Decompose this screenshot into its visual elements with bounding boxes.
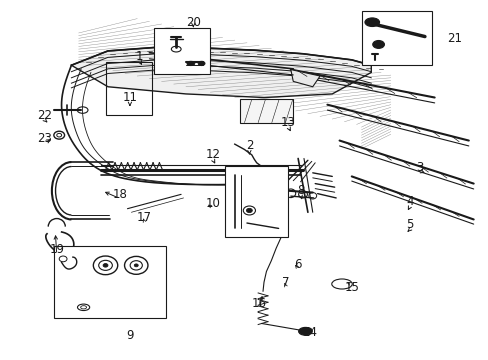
Text: 19: 19 <box>49 243 64 256</box>
Polygon shape <box>71 47 370 98</box>
Text: 7: 7 <box>282 276 289 289</box>
Text: 17: 17 <box>137 211 152 224</box>
Ellipse shape <box>364 18 379 27</box>
Text: 2: 2 <box>245 139 253 152</box>
Ellipse shape <box>367 20 375 24</box>
Text: 10: 10 <box>205 197 220 210</box>
Ellipse shape <box>186 61 194 66</box>
Text: 16: 16 <box>251 297 266 310</box>
Bar <box>105 62 152 116</box>
Ellipse shape <box>103 264 108 267</box>
Text: 11: 11 <box>122 91 137 104</box>
Polygon shape <box>290 69 320 87</box>
Ellipse shape <box>298 327 312 335</box>
Text: 6: 6 <box>294 258 301 271</box>
Bar <box>361 12 431 65</box>
Text: 15: 15 <box>344 281 359 294</box>
Ellipse shape <box>375 42 381 46</box>
Bar <box>154 28 210 74</box>
Text: 23: 23 <box>37 132 52 145</box>
Text: 3: 3 <box>415 161 423 174</box>
Bar <box>239 99 293 123</box>
Text: 12: 12 <box>205 148 220 161</box>
Text: 5: 5 <box>406 218 413 231</box>
Text: 22: 22 <box>37 109 52 122</box>
Text: 20: 20 <box>185 16 201 29</box>
Ellipse shape <box>246 208 252 213</box>
Text: 1: 1 <box>136 50 143 63</box>
Ellipse shape <box>134 264 138 267</box>
Bar <box>54 246 166 318</box>
Text: 13: 13 <box>281 116 295 129</box>
Ellipse shape <box>372 41 384 48</box>
Text: 14: 14 <box>302 326 317 339</box>
Text: 21: 21 <box>446 32 461 45</box>
Text: 4: 4 <box>406 195 413 208</box>
Text: 18: 18 <box>113 188 127 201</box>
Ellipse shape <box>198 61 204 66</box>
Text: 8: 8 <box>296 184 304 197</box>
Text: 9: 9 <box>126 329 133 342</box>
Bar <box>224 166 288 237</box>
